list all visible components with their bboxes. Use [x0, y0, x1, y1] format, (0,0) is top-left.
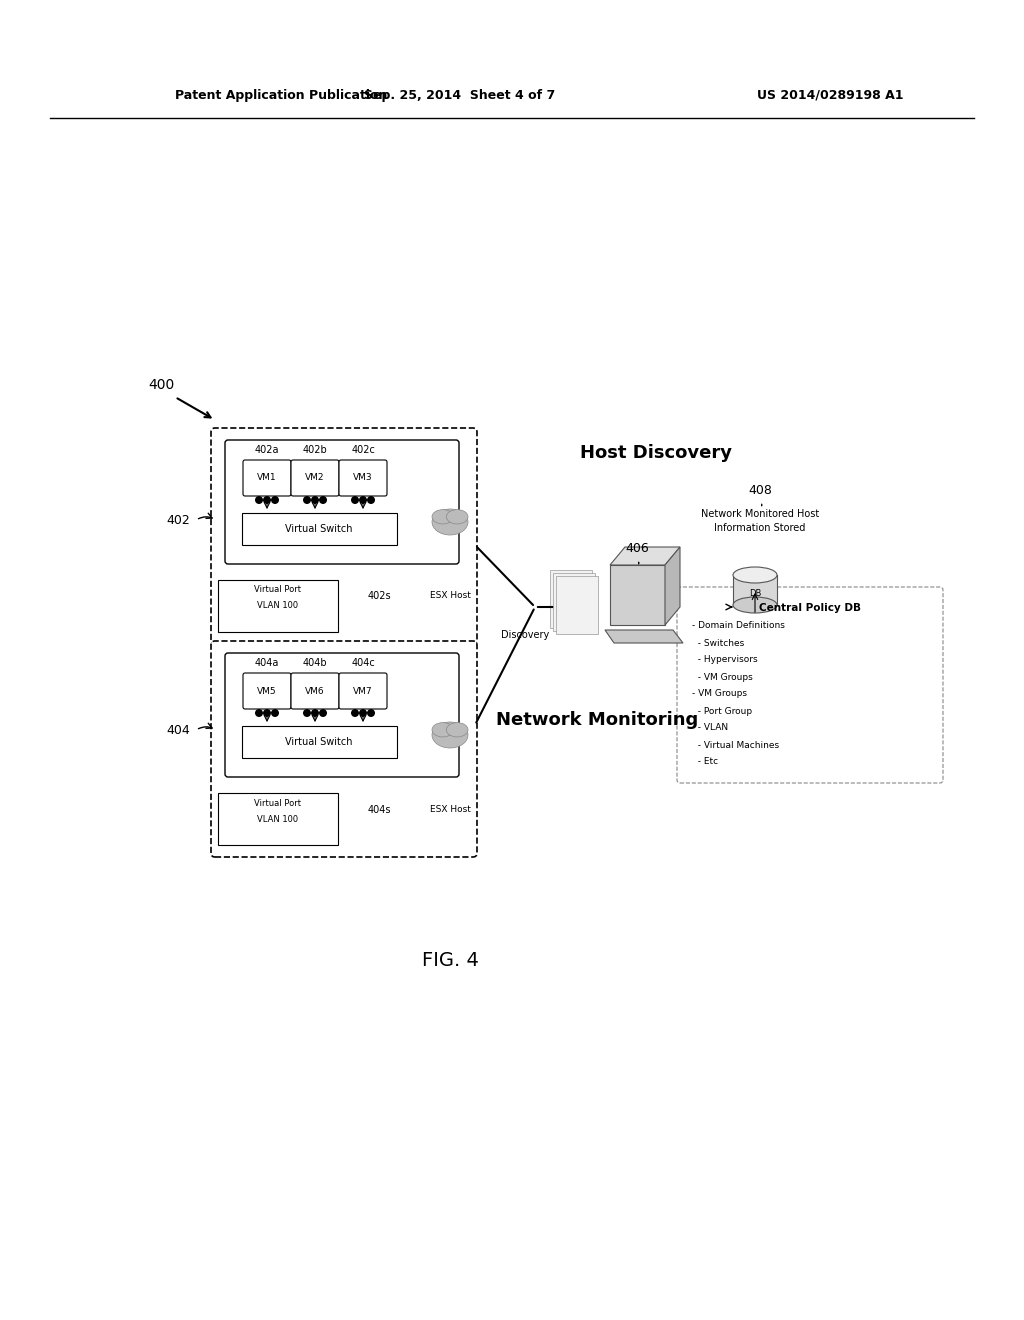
Text: 402: 402: [166, 513, 190, 527]
Polygon shape: [605, 630, 683, 643]
Circle shape: [351, 496, 359, 504]
Circle shape: [303, 496, 311, 504]
Text: ESX Host: ESX Host: [430, 591, 471, 601]
Circle shape: [271, 709, 279, 717]
Bar: [556, 576, 598, 634]
Ellipse shape: [446, 510, 468, 524]
Ellipse shape: [733, 568, 777, 583]
Text: Virtual Switch: Virtual Switch: [286, 737, 352, 747]
Bar: [242, 513, 397, 545]
Bar: [550, 570, 592, 628]
Circle shape: [367, 496, 375, 504]
FancyBboxPatch shape: [291, 673, 339, 709]
FancyBboxPatch shape: [291, 459, 339, 496]
Text: 404c: 404c: [351, 657, 375, 668]
Text: 402c: 402c: [351, 445, 375, 455]
Circle shape: [367, 709, 375, 717]
Text: Virtual Switch: Virtual Switch: [286, 524, 352, 535]
Circle shape: [255, 496, 263, 504]
Text: - VLAN: - VLAN: [692, 723, 728, 733]
Text: VM1: VM1: [257, 474, 276, 483]
Ellipse shape: [733, 597, 777, 612]
Text: 402s: 402s: [368, 591, 391, 601]
Text: 402a: 402a: [255, 445, 280, 455]
Text: - VM Groups: - VM Groups: [692, 672, 753, 681]
Ellipse shape: [432, 510, 454, 524]
Text: US 2014/0289198 A1: US 2014/0289198 A1: [757, 88, 903, 102]
Text: VM6: VM6: [305, 686, 325, 696]
Text: - Port Group: - Port Group: [692, 706, 752, 715]
Text: - Domain Definitions: - Domain Definitions: [692, 622, 784, 631]
Text: - Virtual Machines: - Virtual Machines: [692, 741, 779, 750]
Text: VM3: VM3: [353, 474, 373, 483]
Text: 402b: 402b: [303, 445, 328, 455]
Text: - Switches: - Switches: [692, 639, 744, 648]
Text: 404: 404: [166, 723, 190, 737]
Bar: [218, 579, 338, 632]
Circle shape: [359, 496, 367, 504]
Text: 404a: 404a: [255, 657, 280, 668]
FancyBboxPatch shape: [339, 673, 387, 709]
Bar: [218, 793, 338, 845]
Text: Patent Application Publication: Patent Application Publication: [175, 88, 387, 102]
Circle shape: [263, 709, 271, 717]
Text: 408: 408: [749, 483, 772, 496]
Bar: [610, 565, 665, 624]
Circle shape: [303, 709, 311, 717]
Polygon shape: [665, 546, 680, 624]
Text: DB: DB: [749, 589, 761, 598]
Text: VM7: VM7: [353, 686, 373, 696]
Text: - Hypervisors: - Hypervisors: [692, 656, 758, 664]
FancyBboxPatch shape: [243, 673, 291, 709]
Circle shape: [319, 709, 327, 717]
Circle shape: [359, 709, 367, 717]
Text: Network Monitoring: Network Monitoring: [496, 711, 698, 729]
Circle shape: [311, 709, 319, 717]
Text: Host Discovery: Host Discovery: [580, 444, 732, 462]
FancyBboxPatch shape: [243, 459, 291, 496]
Text: VLAN 100: VLAN 100: [257, 602, 299, 610]
Text: Network Monitored Host: Network Monitored Host: [700, 510, 819, 519]
FancyBboxPatch shape: [225, 653, 459, 777]
Circle shape: [319, 496, 327, 504]
Polygon shape: [610, 546, 680, 565]
FancyBboxPatch shape: [211, 642, 477, 857]
Bar: [553, 573, 595, 631]
Ellipse shape: [432, 722, 454, 737]
FancyBboxPatch shape: [211, 428, 477, 644]
Ellipse shape: [446, 722, 468, 737]
Circle shape: [351, 709, 359, 717]
Circle shape: [263, 496, 271, 504]
Bar: [242, 726, 397, 758]
Text: 406: 406: [625, 541, 649, 554]
Ellipse shape: [432, 510, 468, 535]
Bar: [733, 576, 777, 605]
Text: Virtual Port: Virtual Port: [255, 799, 301, 808]
Text: - Etc: - Etc: [692, 758, 718, 767]
Ellipse shape: [432, 722, 468, 748]
Text: Central Policy DB: Central Policy DB: [759, 603, 861, 612]
Text: Information Stored: Information Stored: [715, 523, 806, 533]
Text: VM2: VM2: [305, 474, 325, 483]
Text: VLAN 100: VLAN 100: [257, 814, 299, 824]
Text: - VM Groups: - VM Groups: [692, 689, 746, 698]
Text: FIG. 4: FIG. 4: [422, 950, 478, 969]
Circle shape: [311, 496, 319, 504]
Circle shape: [255, 709, 263, 717]
Text: Discovery: Discovery: [501, 630, 549, 640]
Text: 400: 400: [148, 378, 174, 392]
Text: ESX Host: ESX Host: [430, 805, 471, 814]
FancyBboxPatch shape: [677, 587, 943, 783]
Circle shape: [271, 496, 279, 504]
Text: Sep. 25, 2014  Sheet 4 of 7: Sep. 25, 2014 Sheet 4 of 7: [365, 88, 556, 102]
Text: Virtual Port: Virtual Port: [255, 586, 301, 594]
Text: VM5: VM5: [257, 686, 276, 696]
FancyBboxPatch shape: [339, 459, 387, 496]
Text: 404b: 404b: [303, 657, 328, 668]
FancyBboxPatch shape: [225, 440, 459, 564]
Text: 404s: 404s: [368, 805, 391, 814]
